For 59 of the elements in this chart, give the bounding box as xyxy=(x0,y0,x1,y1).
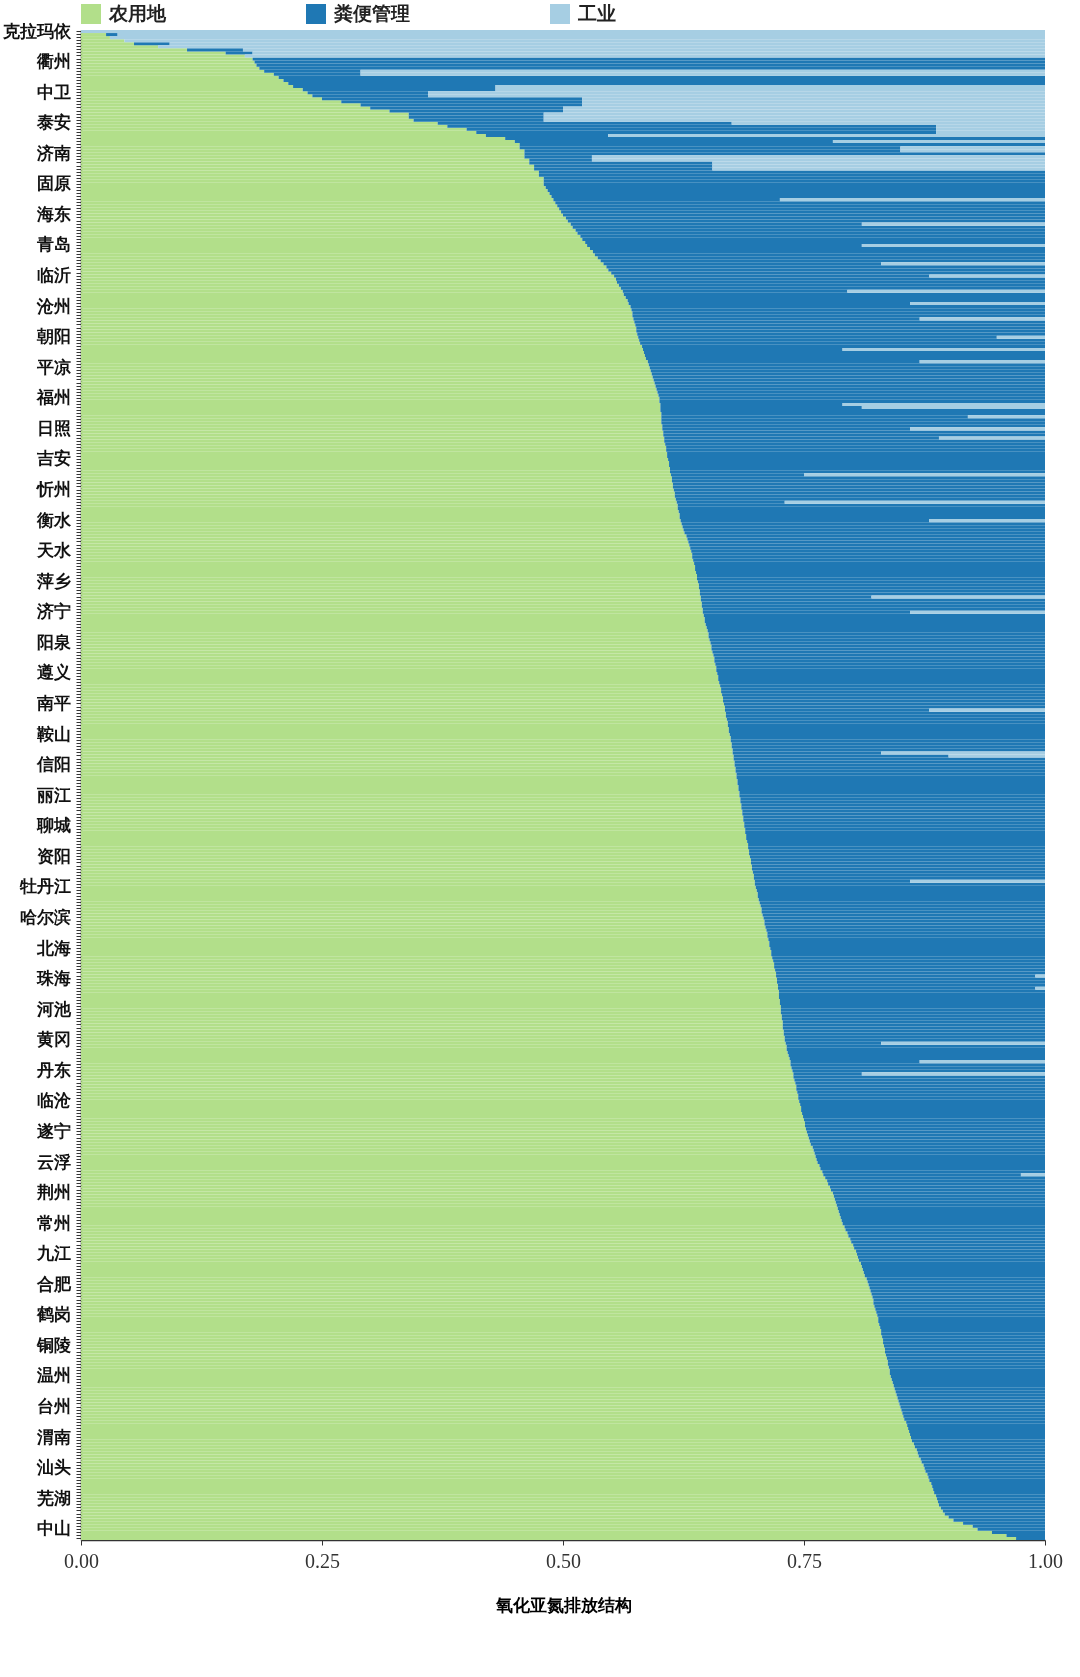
y-tick-label: 衡水 xyxy=(35,510,72,530)
x-tick-label: 0.75 xyxy=(787,1549,822,1572)
y-tick-label: 遵义 xyxy=(36,663,71,683)
legend-label: 工业 xyxy=(577,3,616,24)
y-tick-label: 常州 xyxy=(36,1213,71,1233)
y-tick-label: 中卫 xyxy=(36,82,71,102)
y-tick-label: 临沂 xyxy=(36,266,71,286)
y-tick-label: 忻州 xyxy=(34,480,71,500)
y-tick-label: 丹东 xyxy=(35,1060,71,1080)
y-tick-label: 信阳 xyxy=(35,755,71,775)
y-tick-label: 黄冈 xyxy=(35,1030,71,1050)
y-tick-label: 北海 xyxy=(35,938,71,958)
y-tick-label: 珠海 xyxy=(35,969,71,989)
y-tick-label: 平凉 xyxy=(35,357,71,377)
y-tick-label: 云浮 xyxy=(36,1152,71,1172)
y-tick-label: 济南 xyxy=(35,143,71,163)
y-tick-label: 铜陵 xyxy=(35,1335,71,1355)
x-tick-label: 0.00 xyxy=(64,1549,99,1572)
y-tick-label: 台州 xyxy=(36,1397,71,1417)
y-tick-label: 荆州 xyxy=(35,1183,71,1203)
y-tick-label: 吉安 xyxy=(35,449,71,469)
y-tick-label: 济宁 xyxy=(35,602,71,622)
y-tick-label: 中山 xyxy=(36,1519,71,1539)
y-tick-label: 衢州 xyxy=(35,52,71,72)
y-tick-label: 九江 xyxy=(35,1244,71,1264)
y-tick-label: 哈尔滨 xyxy=(19,907,71,927)
x-tick-label: 0.25 xyxy=(305,1549,340,1572)
x-axis-title: 氧化亚氮排放结构 xyxy=(494,1595,632,1615)
y-tick-label: 资阳 xyxy=(36,846,71,866)
y-tick-label: 鹤岗 xyxy=(35,1305,71,1325)
y-tick-label: 沧州 xyxy=(35,296,71,316)
y-tick-label: 海东 xyxy=(35,204,71,224)
y-tick-label: 青岛 xyxy=(35,235,71,255)
y-tick-label: 渭南 xyxy=(35,1427,71,1447)
legend-label: 粪便管理 xyxy=(333,3,410,24)
y-tick-label: 阳泉 xyxy=(36,632,71,652)
x-tick-label: 0.50 xyxy=(546,1549,581,1572)
y-tick-label: 日照 xyxy=(36,418,71,438)
y-tick-label: 遂宁 xyxy=(35,1121,71,1141)
y-tick-label: 萍乡 xyxy=(35,571,71,591)
y-tick-label: 鞍山 xyxy=(35,724,71,744)
y-tick-label: 朝阳 xyxy=(35,327,71,347)
legend-label: 农用地 xyxy=(108,3,167,24)
y-tick-label: 南平 xyxy=(35,694,71,713)
y-tick-label: 天水 xyxy=(35,541,72,561)
y-tick-label: 克拉玛依 xyxy=(1,21,72,41)
y-tick-label: 福州 xyxy=(35,388,71,408)
y-tick-label: 河池 xyxy=(35,999,72,1019)
x-tick-label: 1.00 xyxy=(1028,1549,1063,1572)
y-tick-label: 固原 xyxy=(36,174,71,194)
y-tick-label: 牡丹江 xyxy=(18,877,71,897)
y-tick-label: 温州 xyxy=(35,1366,71,1386)
y-tick-label: 汕头 xyxy=(35,1458,71,1478)
y-tick-label: 临沧 xyxy=(36,1091,72,1111)
y-tick-label: 芜湖 xyxy=(35,1488,71,1508)
y-tick-label: 泰安 xyxy=(35,113,71,133)
y-tick-label: 丽江 xyxy=(35,785,71,805)
y-tick-label: 聊城 xyxy=(35,816,71,836)
y-tick-label: 合肥 xyxy=(35,1274,72,1294)
